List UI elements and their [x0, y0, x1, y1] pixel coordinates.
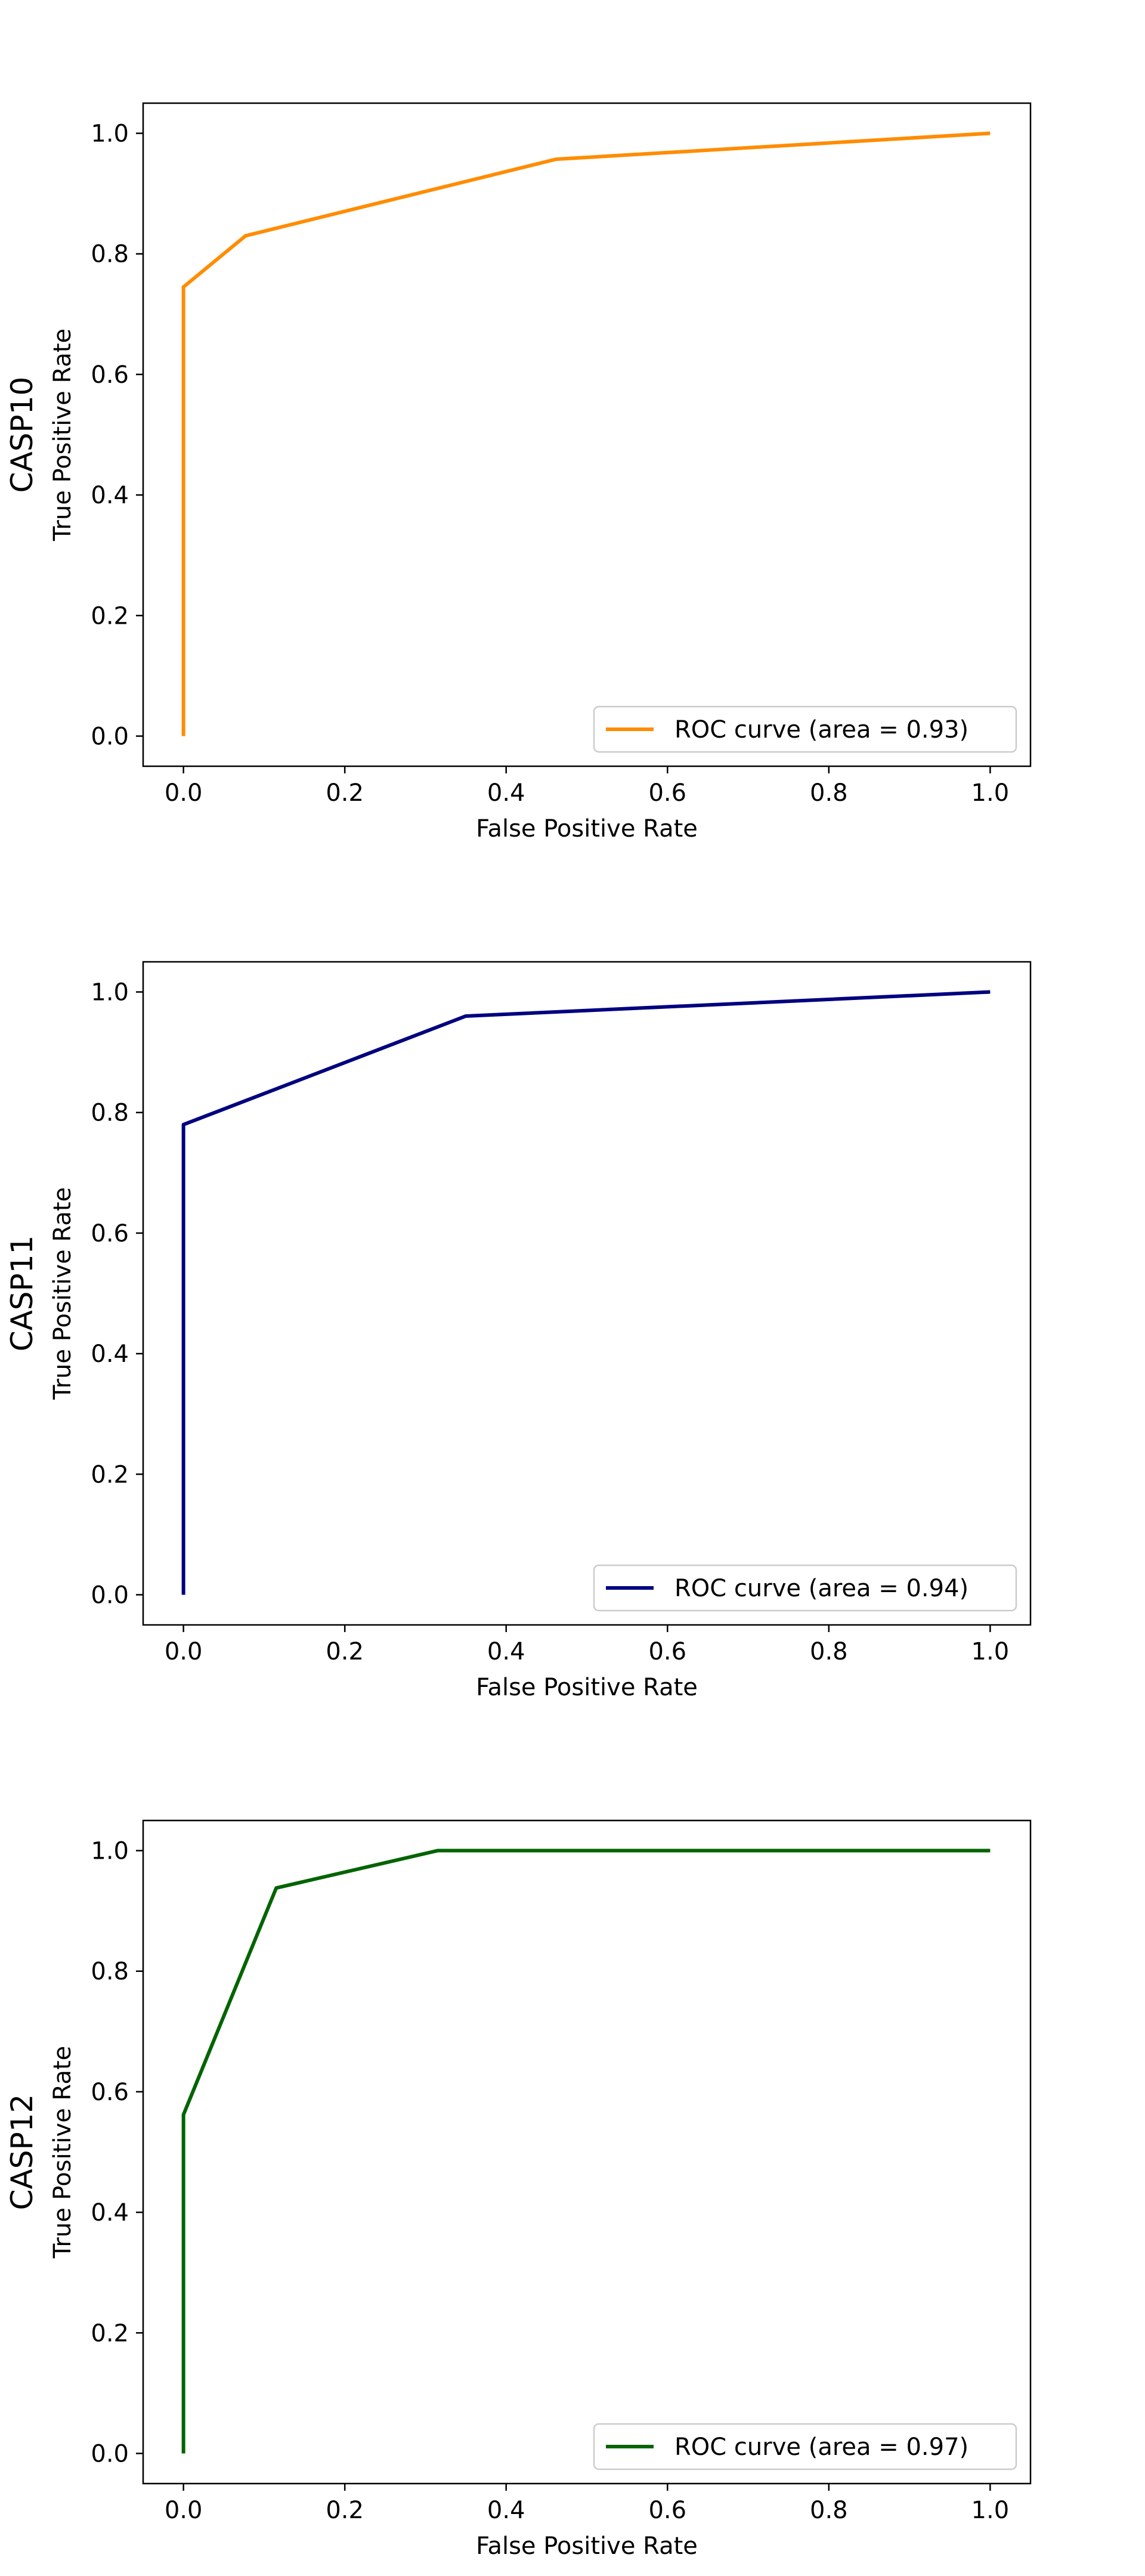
y-tick-label: 0.8 [91, 1958, 129, 1986]
x-tick-label: 0.0 [165, 1638, 203, 1665]
y-axis-label: True Positive Rate [49, 2046, 76, 2259]
legend-entry: ROC curve (area = 0.94) [674, 1575, 968, 1602]
x-tick-label: 1.0 [971, 779, 1010, 807]
y-tick-label: 0.6 [91, 1220, 129, 1247]
x-tick-label: 0.2 [326, 1638, 364, 1665]
x-axis-label: False Positive Rate [476, 2532, 698, 2560]
x-tick-label: 0.0 [165, 2497, 203, 2524]
x-tick-label: 0.8 [810, 779, 848, 807]
row-label: CASP12 [5, 2094, 39, 2210]
x-tick-label: 0.4 [487, 1638, 525, 1665]
y-tick-label: 0.8 [91, 1100, 129, 1127]
legend-box [593, 2423, 1017, 2470]
y-tick-label: 0.4 [91, 2199, 129, 2227]
y-tick-label: 1.0 [91, 979, 129, 1007]
plot-frame [142, 102, 1032, 767]
plot-frame [142, 1819, 1032, 2485]
x-tick-label: 0.8 [810, 2497, 848, 2524]
y-tick-label: 0.0 [91, 1581, 129, 1609]
row-label: CASP10 [5, 377, 39, 493]
x-tick-label: 0.6 [648, 2497, 686, 2524]
x-tick-label: 0.8 [810, 1638, 848, 1665]
x-tick-label: 0.2 [326, 2497, 364, 2524]
legend-entry: ROC curve (area = 0.97) [674, 2433, 968, 2461]
legend-box [593, 1564, 1017, 1612]
chart-panel-casp12: 0.0 0.2 0.4 0.6 0.8 1.0 0.0 0.2 0.4 0.6 0.8 1.0 Fals… [5, 1819, 1032, 2560]
x-tick-label: 0.6 [648, 1638, 686, 1665]
legend-box [593, 705, 1017, 753]
y-tick-label: 0.2 [91, 1461, 129, 1488]
x-axis-label: False Positive Rate [476, 1674, 698, 1701]
y-tick-label: 0.4 [91, 482, 129, 509]
x-tick-label: 0.4 [487, 2497, 525, 2524]
legend-entry: ROC curve (area = 0.93) [674, 716, 968, 744]
x-tick-label: 1.0 [971, 1638, 1010, 1665]
x-tick-label: 0.6 [648, 779, 686, 807]
x-tick-label: 0.0 [165, 779, 203, 807]
y-tick-label: 0.6 [91, 361, 129, 389]
legend: ROC curve (area = 0.93) [593, 705, 1017, 753]
chart-panel-casp11: 0.0 0.2 0.4 0.6 0.8 1.0 0.0 0.2 0.4 0.6 0.8 1.0 Fals… [5, 961, 1032, 1701]
y-tick-label: 0.0 [91, 2440, 129, 2467]
chart-panel-casp10: 0.0 0.2 0.4 0.6 0.8 1.0 0.0 0.2 0.4 0.6 0.8 1.0 Fals… [5, 102, 1032, 843]
y-tick-label: 0.0 [91, 723, 129, 750]
y-tick-label: 0.6 [91, 2079, 129, 2106]
y-tick-label: 1.0 [91, 1838, 129, 1865]
row-label: CASP11 [5, 1236, 39, 1352]
roc-curve-line [181, 990, 991, 1595]
roc-curve-line [181, 131, 991, 736]
y-axis-label: True Positive Rate [49, 329, 76, 541]
x-tick-label: 0.4 [487, 779, 525, 807]
x-tick-label: 1.0 [971, 2497, 1010, 2524]
y-tick-label: 0.8 [91, 241, 129, 268]
y-axis-label: True Positive Rate [49, 1187, 76, 1400]
y-tick-label: 0.2 [91, 602, 129, 630]
x-tick-label: 0.2 [326, 779, 364, 807]
x-axis-label: False Positive Rate [476, 815, 698, 843]
plot-frame [142, 961, 1032, 1626]
legend: ROC curve (area = 0.94) [593, 1564, 1017, 1612]
roc-curve-line [181, 1849, 991, 2454]
y-tick-label: 1.0 [91, 120, 129, 148]
y-tick-label: 0.4 [91, 1340, 129, 1368]
y-tick-label: 0.2 [91, 2320, 129, 2347]
legend: ROC curve (area = 0.97) [593, 2423, 1017, 2470]
